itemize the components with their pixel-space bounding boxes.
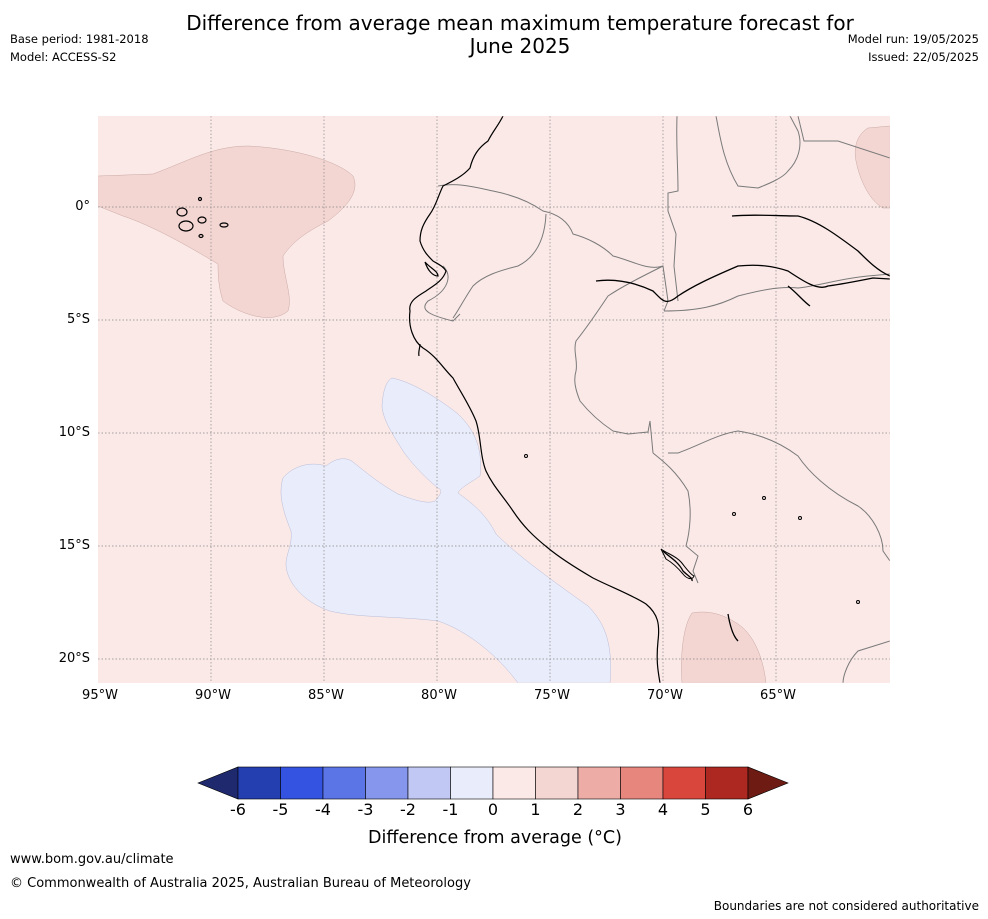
footer-disclaimer: Boundaries are not considered authoritat… [713, 899, 979, 913]
colorbar-tick-label: 1 [530, 800, 541, 819]
lon-label-95w: 95°W [82, 688, 118, 703]
galapagos-islands [176, 196, 229, 239]
lakes [524, 454, 860, 604]
colorbar-tick-label: -6 [230, 800, 246, 819]
colorbar-segment [407, 766, 451, 800]
lat-label-20s: 20°S [58, 651, 90, 666]
meta-left: Base period: 1981-2018 Model: ACCESS-S2 [10, 30, 149, 66]
colorbar-segment [280, 766, 324, 800]
colorbar-segment [237, 766, 281, 800]
lon-label-80w: 80°W [421, 688, 457, 703]
colorbar-label: Difference from average (°C) [368, 828, 622, 848]
colorbar-tick-label: 4 [657, 800, 669, 819]
lat-label-5s: 5°S [66, 312, 90, 327]
title-line-1: Difference from average mean maximum tem… [186, 11, 854, 35]
lon-label-85w: 85°W [308, 688, 344, 703]
colorbar-tick-label: -3 [357, 800, 374, 819]
colorbar-segment [365, 766, 409, 800]
footer-url: www.bom.gov.au/climate [10, 852, 174, 867]
lat-label-0: 0° [75, 199, 90, 214]
colorbar-tick-label: 2 [572, 800, 584, 819]
colorbar-segment [322, 766, 366, 800]
colorbar-segment [620, 766, 664, 800]
cool-anomaly-peru [280, 377, 611, 683]
colorbar-segments [197, 766, 789, 800]
colorbar-extend-high [747, 766, 789, 800]
lat-label-10s: 10°S [58, 425, 90, 440]
lon-label-65w: 65°W [760, 688, 796, 703]
colorbar-segment [535, 766, 579, 800]
forecast-map [98, 116, 890, 683]
model-name: Model: ACCESS-S2 [10, 50, 117, 64]
warm-anomaly-galapagos [98, 145, 356, 318]
colorbar-tick-label: -1 [442, 800, 459, 819]
colorbar-tick-label: -5 [272, 800, 289, 819]
warm-anomaly-northeast [854, 125, 890, 209]
colorbar-tick-label: 5 [700, 800, 711, 819]
colorbar-segment [577, 766, 621, 800]
model-run: Model run: 19/05/2025 [847, 32, 979, 46]
colorbar-tick-label: -4 [315, 800, 331, 819]
colorbar-tick-label: 6 [742, 800, 754, 819]
colorbar-tick-label: 0 [487, 800, 499, 819]
coastline [408, 116, 661, 683]
title-line-2: June 2025 [469, 34, 571, 58]
country-borders [424, 116, 890, 683]
colorbar-segment [450, 766, 494, 800]
colorbar-segment [705, 766, 749, 800]
warm-anomaly-south [681, 611, 767, 683]
footer-copyright: © Commonwealth of Australia 2025, Austra… [10, 876, 471, 891]
colorbar-segment [492, 766, 536, 800]
lon-label-70w: 70°W [647, 688, 683, 703]
colorbar-extend-low [197, 766, 239, 800]
meta-right: Model run: 19/05/2025 Issued: 22/05/2025 [848, 30, 979, 66]
base-period: Base period: 1981-2018 [10, 32, 149, 46]
colorbar-tick-label: -2 [400, 800, 416, 819]
graticule [98, 116, 890, 683]
lon-label-75w: 75°W [534, 688, 570, 703]
map-title: Difference from average mean maximum tem… [140, 12, 900, 58]
issued-date: Issued: 22/05/2025 [868, 50, 979, 64]
colorbar-segment [662, 766, 706, 800]
lat-label-15s: 15°S [58, 538, 90, 553]
colorbar-tick-label: 3 [615, 800, 626, 819]
colorbar [197, 766, 789, 800]
lon-label-90w: 90°W [195, 688, 231, 703]
